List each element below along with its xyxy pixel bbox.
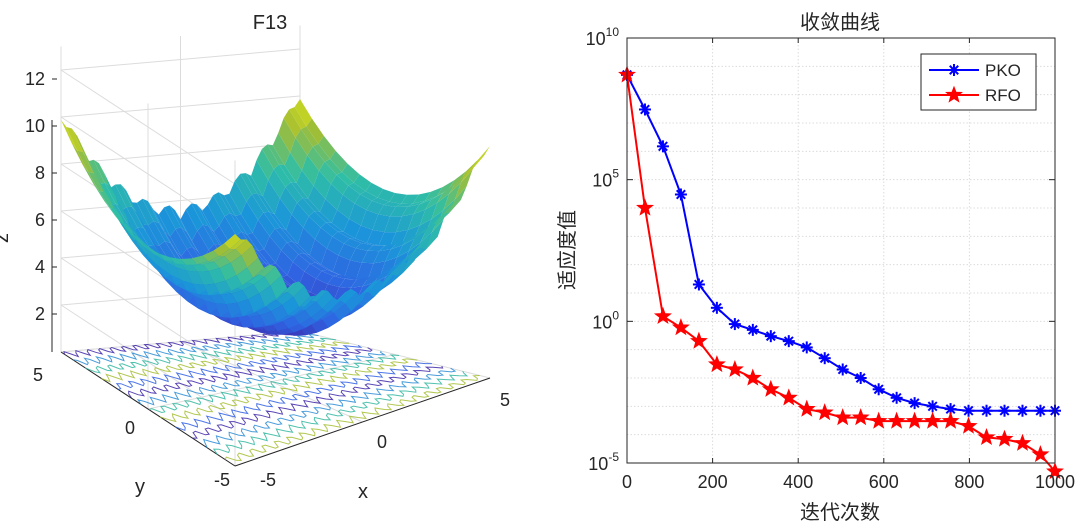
legend-label: RFO (985, 86, 1021, 105)
x-axis-label: 迭代次数 (800, 500, 880, 524)
y-tick-label: 0 (125, 418, 135, 438)
asterisk-marker (927, 400, 939, 412)
z-tick-label: 10 (25, 116, 45, 136)
x-tick-label: 400 (783, 472, 813, 492)
x-tick-label: 5 (500, 390, 510, 410)
pentagram-marker (979, 429, 994, 444)
asterisk-marker (998, 405, 1010, 417)
pentagram-marker (907, 413, 922, 428)
pentagram-marker (763, 381, 778, 395)
asterisk-marker (819, 352, 831, 364)
x-tick-label: 0 (377, 432, 387, 452)
x-axis-label: x (358, 481, 368, 503)
series-pko (621, 69, 1061, 417)
z-tick-label: 6 (35, 210, 45, 230)
surface-plot-panel: F13 x y z 2 4 6 8 10 12 -5 0 5 -5 0 5 (0, 0, 540, 524)
x-tick-label: 200 (698, 472, 728, 492)
asterisk-marker (639, 103, 651, 115)
y-tick-label: 10-5 (588, 450, 619, 474)
pentagram-marker (925, 413, 940, 428)
z-axis-label: z (0, 233, 13, 243)
x-tick-label: 800 (954, 472, 984, 492)
pentagram-marker (943, 413, 958, 428)
y-tick-label: 105 (592, 167, 619, 191)
z-tick-label: 2 (35, 304, 45, 324)
series-layer (619, 67, 1062, 478)
pentagram-marker (997, 431, 1012, 445)
asterisk-marker (693, 278, 705, 290)
convergence-plot-panel: 0 200 400 600 800 1000 10-5 100 105 1010 收敛曲线 迭代次… (540, 0, 1080, 524)
pentagram-marker (799, 401, 814, 416)
asterisk-marker (783, 335, 795, 347)
contour-line (73, 334, 319, 364)
asterisk-marker (747, 324, 759, 336)
asterisk-marker (873, 383, 885, 395)
surface-facet (472, 146, 490, 169)
contour-line (160, 359, 418, 422)
asterisk-marker (711, 302, 723, 314)
x-tick-label: 0 (622, 472, 632, 492)
asterisk-marker (765, 330, 777, 342)
convergence-plot: 0 200 400 600 800 1000 10-5 100 105 1010 收敛曲线 迭代次… (540, 0, 1080, 524)
pentagram-marker (691, 333, 706, 348)
asterisk-marker (891, 392, 903, 404)
y-tick-label: 100 (592, 308, 619, 332)
asterisk-marker (675, 188, 687, 200)
asterisk-marker (729, 318, 741, 330)
pentagram-marker (853, 410, 868, 425)
asterisk-marker (1016, 405, 1028, 417)
z-tick-label: 12 (25, 69, 45, 89)
contour-line (204, 368, 455, 448)
contour-line (175, 363, 432, 431)
asterisk-marker (963, 405, 975, 417)
asterisk-marker (948, 64, 960, 76)
asterisk-marker (855, 372, 867, 384)
y-axis-label: 适应度值 (555, 210, 579, 290)
legend: PKO RFO (921, 54, 1036, 110)
asterisk-marker (981, 405, 993, 417)
pentagram-marker (727, 362, 742, 376)
convergence-title: 收敛曲线 (800, 10, 880, 34)
series-line (627, 75, 1055, 411)
y-tick-label: 5 (33, 365, 43, 385)
legend-label: PKO (985, 61, 1021, 80)
x-tick-label: 1000 (1035, 472, 1075, 492)
x-tick-label: 600 (869, 472, 899, 492)
asterisk-marker (837, 363, 849, 375)
pentagram-marker (889, 413, 904, 428)
contour-line (214, 371, 467, 454)
pentagram-marker (871, 413, 886, 428)
surface-title: F13 (253, 12, 287, 34)
asterisk-marker (657, 140, 669, 152)
z-tick-label: 4 (35, 257, 45, 277)
surface-plot: F13 x y z 2 4 6 8 10 12 -5 0 5 -5 0 5 (0, 0, 540, 524)
y-axis-label: y (135, 476, 145, 498)
y-tick-label: 1010 (586, 25, 620, 49)
x-tick-label: -5 (260, 470, 276, 490)
y-tick-label: -5 (214, 470, 230, 490)
series-rfo (619, 67, 1062, 478)
pentagram-marker (1033, 447, 1048, 461)
asterisk-marker (801, 341, 813, 353)
asterisk-marker (1034, 405, 1046, 417)
asterisk-marker (909, 397, 921, 409)
contour-line (149, 355, 399, 413)
z-tick-label: 8 (35, 163, 45, 183)
contour-projection (64, 331, 480, 461)
series-line (627, 75, 1055, 472)
pentagram-marker (835, 410, 850, 425)
